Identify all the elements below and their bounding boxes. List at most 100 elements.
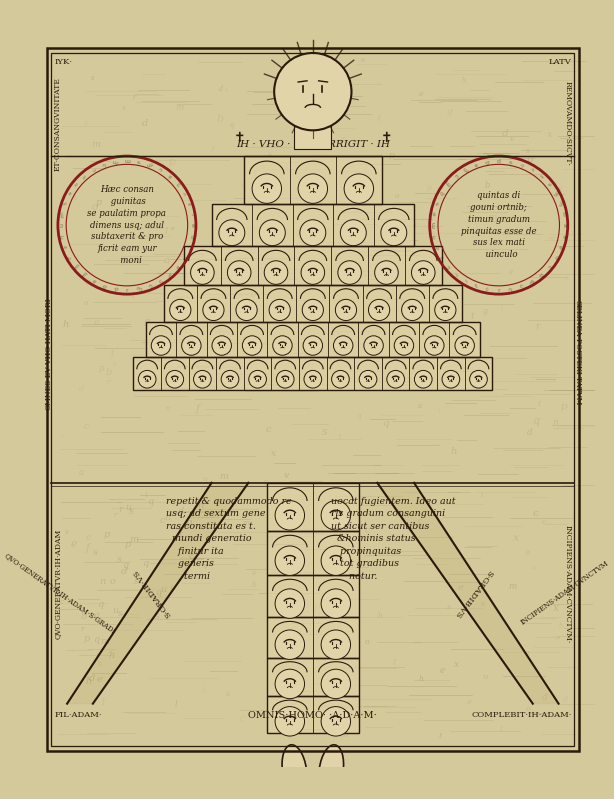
Bar [267, 531, 359, 574]
Text: o: o [526, 550, 529, 558]
Text: r: r [438, 407, 441, 415]
Circle shape [203, 300, 224, 320]
Text: p: p [560, 402, 567, 411]
Text: v: v [510, 135, 514, 143]
Text: c: c [266, 425, 271, 434]
Text: p: p [538, 272, 544, 278]
Text: m: m [551, 189, 559, 197]
Text: m: m [146, 161, 153, 167]
Text: b: b [251, 290, 256, 300]
Bar [244, 156, 382, 204]
Text: d: d [292, 613, 297, 621]
Text: FIL·ADAM·: FIL·ADAM· [54, 711, 102, 719]
Circle shape [364, 336, 383, 356]
Text: c: c [60, 598, 64, 606]
Text: n: n [147, 284, 152, 289]
Text: g: g [529, 279, 534, 288]
Text: d: d [502, 129, 508, 138]
Circle shape [275, 630, 305, 659]
Text: p: p [427, 184, 431, 192]
Text: u: u [125, 503, 131, 512]
Text: m: m [400, 511, 409, 520]
Text: o: o [332, 77, 338, 86]
Bar [267, 617, 359, 658]
Bar [184, 246, 441, 285]
Text: q: q [357, 412, 361, 420]
Text: p: p [497, 157, 501, 162]
Bar [267, 617, 359, 658]
Text: r: r [203, 540, 208, 550]
Text: q: q [532, 416, 538, 427]
Text: n: n [60, 234, 65, 239]
Text: l: l [377, 115, 379, 123]
Text: u: u [303, 312, 308, 320]
Text: d: d [527, 427, 532, 437]
Text: u: u [188, 234, 194, 239]
Text: i: i [169, 584, 173, 593]
Text: s: s [63, 245, 68, 250]
Text: t: t [63, 201, 68, 205]
Text: f: f [195, 404, 200, 415]
Text: c: c [485, 287, 489, 292]
Circle shape [411, 260, 435, 284]
Text: e: e [419, 89, 424, 97]
Circle shape [169, 300, 191, 320]
Text: IYK·: IYK· [54, 58, 72, 66]
Bar [267, 531, 359, 574]
Text: r: r [181, 190, 186, 195]
Circle shape [275, 501, 305, 530]
Text: c: c [289, 583, 293, 591]
Text: r: r [60, 435, 63, 439]
Bar [212, 204, 414, 246]
Text: d: d [178, 507, 184, 516]
Text: p: p [168, 157, 175, 166]
Text: m: m [129, 535, 138, 544]
Text: t: t [166, 272, 171, 278]
Text: b: b [250, 246, 255, 255]
Bar [133, 356, 492, 390]
Text: x: x [97, 658, 102, 668]
Bar [146, 322, 480, 356]
Text: e: e [432, 212, 437, 216]
Text: p: p [485, 158, 490, 164]
Text: e: e [361, 55, 365, 63]
Text: u: u [102, 161, 107, 167]
Text: s: s [435, 201, 440, 205]
Text: v: v [470, 216, 475, 224]
Circle shape [252, 174, 282, 204]
Text: s: s [93, 548, 98, 557]
Text: c: c [84, 423, 88, 431]
Text: s: s [508, 158, 512, 164]
Bar [267, 483, 359, 531]
Text: i: i [193, 556, 196, 566]
Text: i: i [464, 279, 468, 284]
Text: f: f [211, 145, 214, 151]
Text: x: x [335, 331, 341, 340]
Text: x: x [218, 329, 222, 334]
Text: f: f [133, 94, 134, 100]
Text: q: q [331, 285, 336, 293]
Text: l: l [349, 708, 352, 718]
Text: h: h [86, 677, 92, 686]
Text: e: e [166, 172, 172, 178]
Circle shape [221, 371, 239, 388]
Text: d: d [142, 119, 148, 128]
Text: l: l [174, 701, 177, 710]
Circle shape [193, 371, 211, 388]
Text: r: r [535, 321, 540, 331]
Text: INCIPIENS·ADAM·CVNCTVM·: INCIPIENS·ADAM·CVNCTVM· [564, 525, 572, 643]
Circle shape [402, 300, 423, 320]
Circle shape [259, 220, 286, 245]
Text: u: u [157, 279, 163, 285]
Text: t: t [82, 173, 87, 177]
Text: u: u [174, 180, 180, 186]
Text: c: c [263, 478, 268, 487]
Text: m: m [339, 729, 348, 739]
Text: m: m [124, 157, 130, 162]
Text: n: n [198, 501, 204, 510]
Text: q: q [98, 600, 104, 609]
Text: c: c [533, 509, 538, 518]
Text: q: q [187, 535, 192, 543]
Text: m: m [445, 179, 453, 187]
Text: ✝: ✝ [381, 131, 392, 145]
